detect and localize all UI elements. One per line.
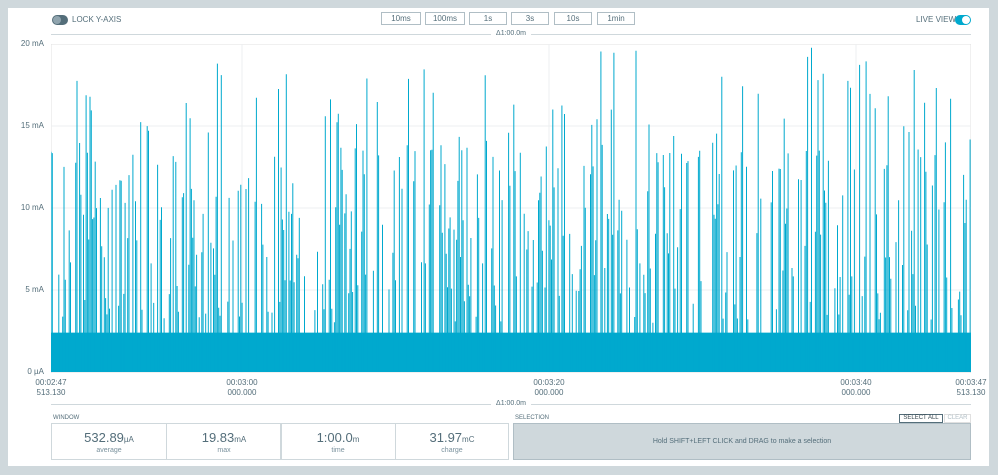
x-tick-label: 00:03:47 513.130 (946, 378, 996, 398)
stat-value: 31.97 (429, 430, 463, 445)
y-tick-label: 0 µA (27, 367, 44, 376)
stat-average: 532.89µA average (51, 423, 167, 460)
lock-y-axis-label: LOCK Y-AXIS (72, 15, 122, 24)
stat-time: 1:00.0m time (280, 423, 396, 460)
stat-label: time (331, 447, 345, 454)
x-tick-time: 00:03:20 (533, 378, 565, 387)
x-tick-sub: 000.000 (534, 388, 564, 397)
x-tick-sub: 000.000 (841, 388, 871, 397)
live-view-label: LIVE VIEW (916, 15, 957, 24)
stat-unit: mC (462, 435, 475, 444)
stat-value: 1:00.0 (316, 430, 353, 445)
y-tick-label: 20 mA (20, 39, 44, 48)
stat-value: 19.83 (201, 430, 235, 445)
window-title: WINDOW (53, 415, 80, 421)
stat-label: max (217, 447, 231, 454)
span-label: Δ1:00.0m (491, 30, 531, 37)
x-tick-sub: 513.130 (956, 388, 986, 397)
stat-value: 532.89 (84, 430, 124, 445)
select-all-button[interactable]: SELECT ALL (899, 414, 943, 423)
x-tick-sub: 000.000 (227, 388, 257, 397)
stat-unit: µA (123, 435, 134, 444)
top-span-indicator: Δ1:00.0m (51, 30, 971, 37)
clear-button[interactable]: CLEAR (944, 414, 971, 423)
stat-max: 19.83mA max (166, 423, 282, 460)
selection-hint: Hold SHIFT+LEFT CLICK and DRAG to make a… (652, 438, 832, 445)
x-tick-label: 00:02:47 513.130 (26, 378, 76, 398)
y-tick-label: 15 mA (20, 121, 44, 130)
stat-label: charge (441, 447, 463, 454)
zoom-1s-button[interactable]: 1s (469, 12, 507, 25)
x-tick-label: 00:03:00 000.000 (217, 378, 267, 398)
zoom-1min-button[interactable]: 1min (597, 12, 635, 25)
span-label: Δ1:00.0m (491, 400, 531, 407)
current-trace (51, 47, 971, 372)
x-tick-label: 00:03:20 000.000 (524, 378, 574, 398)
x-tick-time: 00:03:00 (226, 378, 258, 387)
lock-y-axis-toggle[interactable] (52, 15, 68, 25)
zoom-10s-button[interactable]: 10s (554, 12, 592, 25)
stat-unit: mA (234, 435, 247, 444)
live-view-toggle[interactable] (955, 15, 971, 25)
selection-title: SELECTION (515, 415, 550, 421)
stat-unit: m (352, 435, 360, 444)
x-tick-time: 00:03:47 (955, 378, 987, 387)
stat-label: average (96, 447, 122, 454)
current-plot[interactable] (51, 44, 971, 373)
selection-area[interactable]: Hold SHIFT+LEFT CLICK and DRAG to make a… (513, 423, 971, 460)
x-tick-label: 00:03:40 000.000 (831, 378, 881, 398)
zoom-100ms-button[interactable]: 100ms (425, 12, 465, 25)
zoom-10ms-button[interactable]: 10ms (381, 12, 421, 25)
x-tick-time: 00:02:47 (35, 378, 67, 387)
x-tick-sub: 513.130 (36, 388, 66, 397)
x-tick-time: 00:03:40 (840, 378, 872, 387)
zoom-3s-button[interactable]: 3s (511, 12, 549, 25)
y-tick-label: 5 mA (25, 285, 44, 294)
bottom-span-indicator: Δ1:00.0m (51, 400, 971, 407)
y-tick-label: 10 mA (20, 203, 44, 212)
stat-charge: 31.97mC charge (395, 423, 509, 460)
